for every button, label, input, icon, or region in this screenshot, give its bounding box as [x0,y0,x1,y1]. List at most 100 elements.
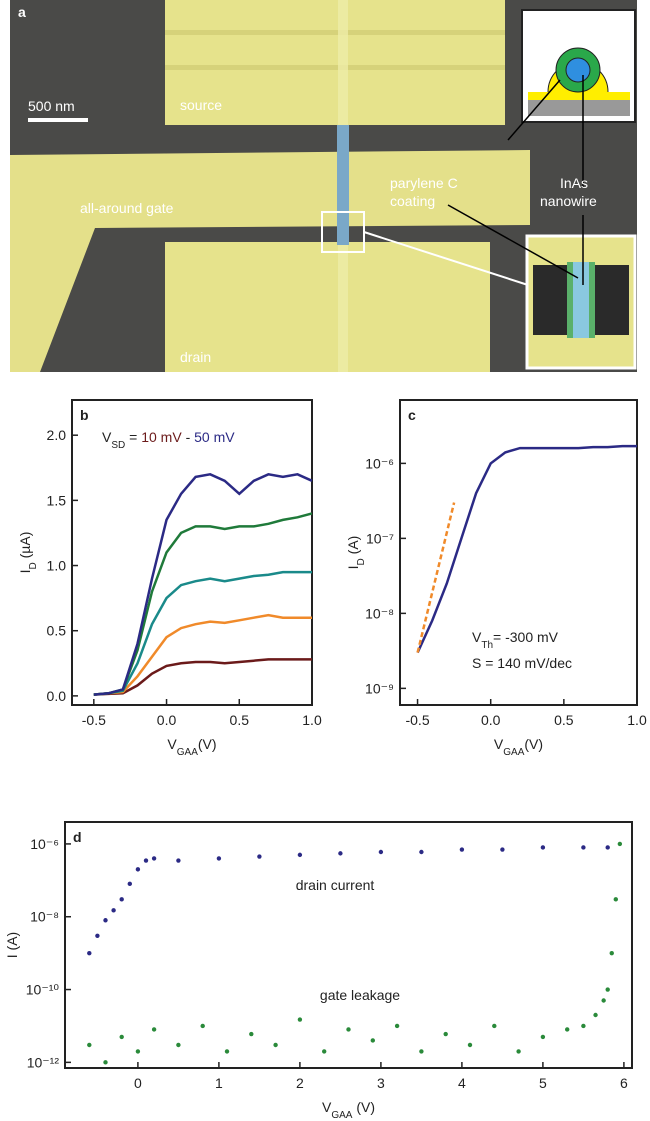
label-part: = [125,429,141,445]
label-part: GAA [503,747,524,758]
label-part: 50 mV [194,429,235,445]
point [224,1049,230,1054]
rich-label: ID (A) [345,536,367,570]
y-tick-label: 10⁻⁶ [30,836,59,852]
label-part: (µA) [17,532,33,563]
label-part: (A) [345,536,361,559]
point [257,854,262,859]
label-part: D [28,562,39,569]
x-tick-label: 4 [458,1075,466,1091]
point [613,897,618,902]
point [370,1038,375,1043]
y-tick-label: 10⁻⁸ [365,605,394,621]
panel-letter: c [408,407,416,423]
y-tick-label: 0.5 [47,623,67,639]
plot-frame [71,399,313,706]
point [143,858,149,863]
sem-panel: a 500 nm source all-around gate drain pa… [10,0,637,372]
point [297,852,303,858]
y-tick-label: 10⁻¹² [27,1054,60,1070]
point [581,1023,586,1029]
label-part: GAA [331,1110,352,1121]
label-part: I [17,569,33,573]
gate-label: all-around gate [80,200,174,216]
point [443,1031,448,1037]
point [605,987,610,992]
series-line [416,502,456,653]
y-tick-label: 1.0 [47,558,67,574]
label-part: Th [481,640,493,651]
point [419,849,424,855]
y-tick-label: 10⁻⁶ [365,455,394,471]
point [200,1023,205,1029]
point [419,1049,424,1054]
x-tick-label: 3 [377,1075,385,1091]
x-tick-label: 5 [539,1075,547,1091]
x-tick-label: 1.0 [627,712,647,728]
x-tick-label: 1.0 [302,712,322,728]
label-part: (V) [198,736,217,752]
point [176,858,181,863]
y-tick-label: 10⁻⁸ [30,909,59,925]
x-tick-label: 2 [296,1075,304,1091]
point [111,908,116,913]
x-tick-label: 0.5 [554,712,574,728]
label-part: - [182,429,194,445]
panel-letter: d [73,829,82,845]
rich-label: VGAA (V) [322,1099,375,1121]
point [273,1042,278,1048]
label-part: V [472,629,482,645]
label-part: (V) [524,736,543,752]
series-label: gate leakage [320,987,400,1003]
point [103,918,108,923]
series-line [93,473,313,696]
point [216,856,222,861]
point [176,1042,181,1048]
label-part: V [167,736,177,752]
label-part: (V) [352,1099,375,1115]
series-line [93,658,312,696]
rich-label: VSD = 10 mV - 50 mV [102,429,235,451]
label-part: = -300 mV [493,629,559,645]
series-line [93,613,312,696]
label-part: GAA [177,747,198,758]
scale-bar-label: 500 nm [28,98,75,114]
point [617,841,623,847]
point [87,950,92,956]
point [581,845,586,850]
label-part: V [322,1099,332,1115]
x-tick-label: 0.0 [481,712,501,728]
coating-label: parylene C [390,175,458,191]
point [249,1031,254,1037]
point [322,1049,327,1054]
x-tick-label: 1 [215,1075,223,1091]
point [601,998,606,1003]
label-part: D [356,558,367,565]
point [135,1049,141,1054]
y-tick-label: 10⁻⁷ [366,530,394,546]
series-line [93,512,313,696]
point [540,1034,546,1040]
label-part: 10 mV [141,429,182,445]
x-tick-label: 0.5 [230,712,250,728]
x-tick-label: 6 [620,1075,628,1091]
y-tick-label: 1.5 [47,492,67,508]
point [516,1049,521,1054]
point [297,1017,303,1022]
rich-label: VGAA(V) [167,736,216,758]
y-tick-label: 10⁻¹⁰ [26,982,60,998]
rich-label: I (A) [4,932,20,958]
point [378,849,384,855]
point [338,851,343,856]
series-line [93,570,312,696]
y-tick-label: 0.0 [47,688,67,704]
point [87,1042,92,1048]
label-part: I [345,565,361,569]
label-part: SD [111,440,125,451]
panel-letter: a [18,4,26,20]
series-label: drain current [296,877,375,893]
point [459,847,465,852]
point [135,867,141,872]
point [500,847,505,852]
